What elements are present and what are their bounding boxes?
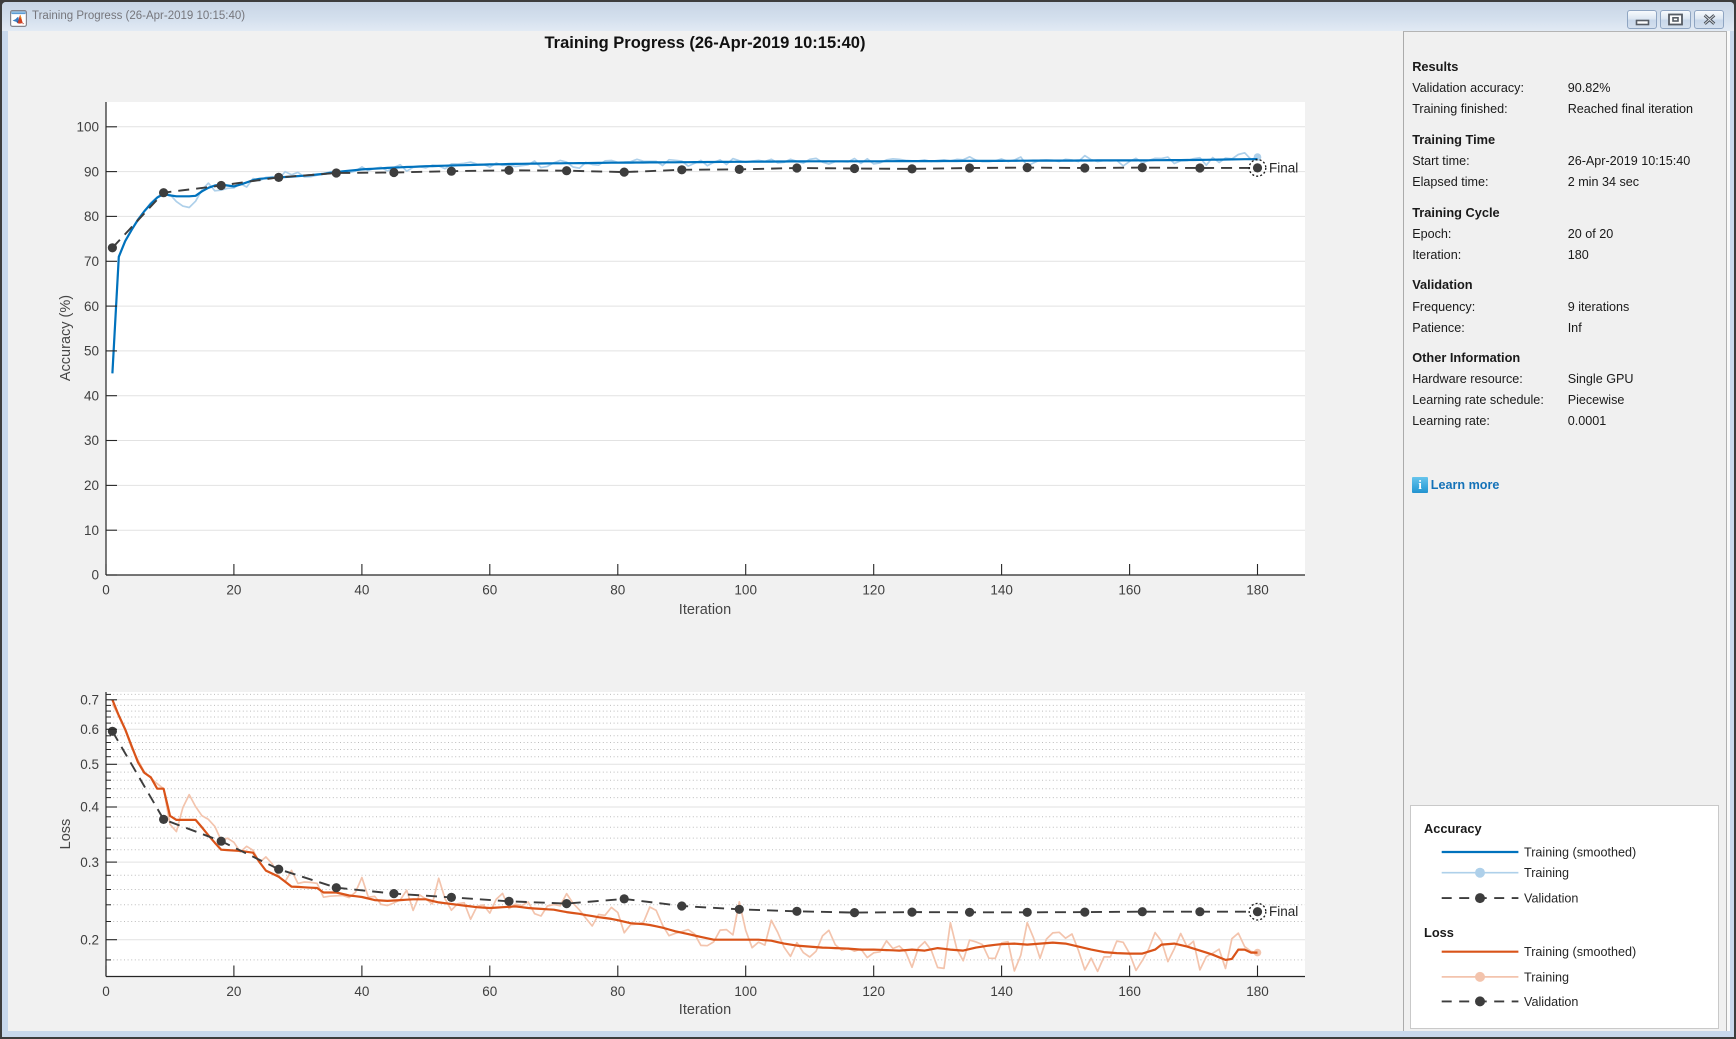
svg-text:Validation: Validation [1524, 892, 1578, 906]
svg-text:Accuracy: Accuracy [1424, 821, 1483, 836]
svg-text:Training Progress (26-Apr-2019: Training Progress (26-Apr-2019 10:15:40) [545, 34, 866, 52]
svg-text:180: 180 [1246, 583, 1269, 598]
svg-text:20: 20 [226, 583, 241, 598]
svg-text:0.6: 0.6 [80, 722, 99, 737]
svg-text:100: 100 [734, 583, 757, 598]
svg-text:80: 80 [610, 583, 625, 598]
svg-text:0.7: 0.7 [80, 693, 99, 708]
svg-text:70: 70 [84, 254, 99, 269]
svg-text:0.3: 0.3 [80, 855, 99, 870]
svg-text:Training: Training [1524, 866, 1569, 880]
svg-text:90: 90 [84, 164, 99, 179]
svg-text:Training (smoothed): Training (smoothed) [1524, 945, 1636, 959]
svg-text:0.4: 0.4 [80, 800, 99, 815]
svg-text:80: 80 [610, 984, 625, 999]
svg-text:Training (smoothed): Training (smoothed) [1524, 845, 1636, 859]
svg-text:60: 60 [482, 583, 497, 598]
svg-text:40: 40 [354, 984, 369, 999]
svg-text:0.5: 0.5 [80, 757, 99, 772]
svg-text:20: 20 [84, 478, 99, 493]
svg-text:140: 140 [990, 583, 1013, 598]
svg-text:180: 180 [1246, 984, 1269, 999]
svg-text:60: 60 [482, 984, 497, 999]
svg-text:0: 0 [102, 583, 110, 598]
svg-text:Iteration: Iteration [679, 602, 731, 618]
svg-text:80: 80 [84, 209, 99, 224]
svg-text:120: 120 [862, 984, 885, 999]
svg-text:Final: Final [1269, 160, 1298, 175]
svg-text:0.2: 0.2 [80, 932, 99, 947]
svg-text:Training: Training [1524, 970, 1569, 984]
svg-text:40: 40 [84, 388, 99, 403]
svg-text:40: 40 [354, 583, 369, 598]
svg-text:160: 160 [1118, 583, 1141, 598]
svg-text:160: 160 [1118, 984, 1141, 999]
svg-text:0: 0 [102, 984, 110, 999]
svg-text:10: 10 [84, 523, 99, 538]
svg-text:Accuracy (%): Accuracy (%) [58, 295, 74, 381]
svg-text:100: 100 [734, 984, 757, 999]
svg-text:50: 50 [84, 344, 99, 359]
svg-text:100: 100 [76, 120, 99, 135]
svg-text:60: 60 [84, 299, 99, 314]
svg-text:120: 120 [862, 583, 885, 598]
svg-text:Loss: Loss [58, 819, 74, 850]
svg-text:Final: Final [1269, 904, 1298, 919]
svg-text:0: 0 [91, 568, 99, 583]
svg-text:140: 140 [990, 984, 1013, 999]
svg-text:30: 30 [84, 433, 99, 448]
svg-text:Iteration: Iteration [679, 1002, 731, 1018]
svg-text:Loss: Loss [1424, 925, 1454, 940]
svg-text:Validation: Validation [1524, 995, 1578, 1009]
svg-text:20: 20 [226, 984, 241, 999]
